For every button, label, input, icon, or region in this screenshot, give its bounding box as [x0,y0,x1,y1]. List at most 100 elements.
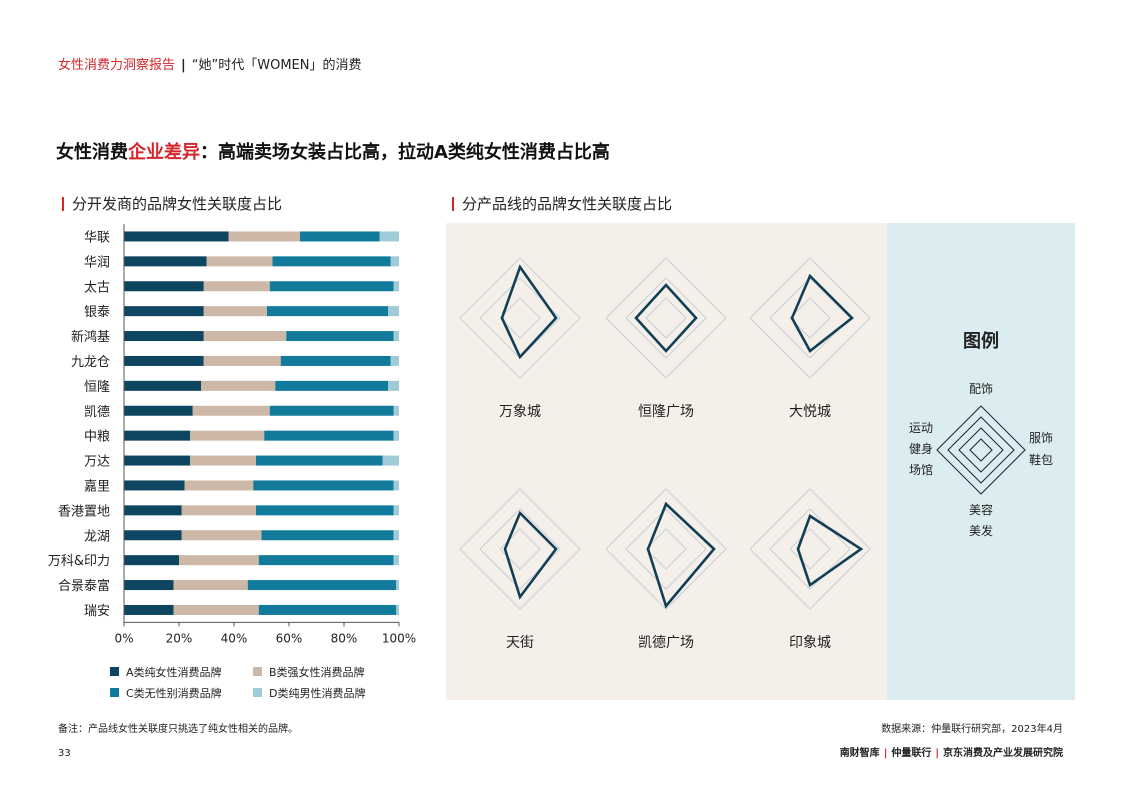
bar-segment [181,505,256,516]
report-subtitle: “她”时代「WOMEN」的消费 [191,58,362,73]
legend-axis-label: 配饰 [969,382,993,396]
category-label: 华润 [84,255,110,270]
bar-segment [286,331,394,342]
title-highlight: 企业差异 [128,142,200,163]
organizations: 南财智库 | 仲量联行 | 京东消费及产业发展研究院 [840,748,1063,760]
legend-axis-label: 鞋包 [1029,452,1053,467]
org-separator: | [883,748,888,759]
org-separator: | [935,748,939,759]
bar-segment [393,331,399,342]
radar-label: 万象城 [499,404,541,420]
category-label: 香港置地 [58,504,110,519]
bar-segment [379,231,399,242]
x-tick-label: 80% [331,631,358,645]
bar-segment [396,580,399,591]
x-tick-label: 100% [382,631,416,645]
section-accent-bar [452,197,454,211]
radar-grid-ring [605,257,727,379]
bar-segment [390,256,399,267]
bar-segment [173,580,248,591]
bar-segment [124,480,185,491]
bar-segment [267,306,388,317]
radar-shape [790,273,854,353]
legend-label: C类无性别消费品牌 [126,686,222,700]
radar-label: 恒隆广场 [638,404,694,420]
footnote: 备注：产品线女性关联度只挑选了纯女性相关的品牌。 [58,724,298,735]
radar-grid-ring [479,508,561,590]
legend-axis-label: 美发 [969,523,993,538]
right-section-title: 分产品线的品牌女性关联度占比 [452,195,672,213]
org-name: 仲量联行 [891,748,932,759]
radar-grid-ring [936,405,1026,495]
bar-segment [269,405,394,416]
x-tick-label: 40% [221,631,248,645]
legend-axis-label: 健身 [909,441,933,456]
x-tick-label: 60% [276,631,303,645]
bar-segment [261,530,394,541]
bar-segment [393,530,399,541]
bar-segment [124,355,204,366]
radar-grid-ring [958,427,1004,473]
bar-segment [264,430,394,441]
radar-label: 大悦城 [789,404,831,420]
radar-grid-ring [645,528,687,570]
page-title: 女性消费企业差异：高端卖场女装占比高，拉动A类纯女性消费占比高 [56,141,610,165]
legend-title: 图例 [963,330,999,352]
bar-segment [256,455,383,466]
category-label: 九龙仓 [71,355,110,370]
title-part1: 女性消费 [56,142,128,163]
bar-segment [184,480,254,491]
bar-segment [124,380,201,391]
bar-segment [300,231,380,242]
radar-grid-ring [625,508,707,590]
legend-axis-label: 美容 [969,502,993,517]
bar-segment [124,505,182,516]
bar-segment [272,256,391,267]
category-label: 新鸿基 [71,329,110,345]
data-source: 数据来源：仲量联行研究部，2023年4月 [881,724,1063,735]
radar-shape [646,501,716,609]
left-section-title: 分开发商的品牌女性关联度占比 [62,195,282,213]
bar-segment [201,380,276,391]
radar-grid-ring [459,257,581,379]
radar-grid-ring [645,297,687,339]
bar-segment [203,355,281,366]
report-brand: 女性消费力洞察报告 [58,58,176,73]
bar-segment [179,555,259,566]
legend-axis-label: 运动 [909,421,933,435]
bar-segment [192,405,270,416]
category-label: 恒隆 [84,380,110,395]
x-tick-label: 20% [166,631,193,645]
org-name: 京东消费及产业发展研究院 [943,748,1063,759]
stacked-bar-chart: 华联华润太古银泰新鸿基九龙仓恒隆凯德中粮万达嘉里香港置地龙湖万科&印力合景泰富瑞… [48,224,416,700]
legend-label: D类纯男性消费品牌 [269,686,365,700]
bar-segment [388,306,399,317]
bar-segment [247,580,397,591]
bar-segment [190,455,256,466]
right-section-title-text: 分产品线的品牌女性关联度占比 [462,195,673,213]
x-tick-label: 0% [114,631,133,645]
category-label: 瑞安 [84,604,110,619]
bar-segment [382,455,399,466]
radar-shape [503,510,558,600]
bar-segment [206,256,273,267]
left-section-title-text: 分开发商的品牌女性关联度占比 [72,195,283,213]
legend-swatch [253,667,262,676]
bar-segment [393,555,399,566]
category-label: 龙湖 [84,529,110,544]
bar-segment [393,405,399,416]
bar-segment [124,555,179,566]
bar-segment [124,256,207,267]
radar-shape [634,283,698,353]
bar-segment [203,306,267,317]
bar-segment [258,555,394,566]
radar-grid-ring [749,488,871,610]
bar-segment [190,430,265,441]
legend-label: B类强女性消费品牌 [269,665,365,679]
bar-segment [124,455,190,466]
bar-segment [124,231,229,242]
legend-axis-label: 场馆 [909,462,933,477]
radar-grid-ring [789,528,831,570]
radar-grid-ring [789,297,831,339]
category-label: 太古 [84,280,110,295]
